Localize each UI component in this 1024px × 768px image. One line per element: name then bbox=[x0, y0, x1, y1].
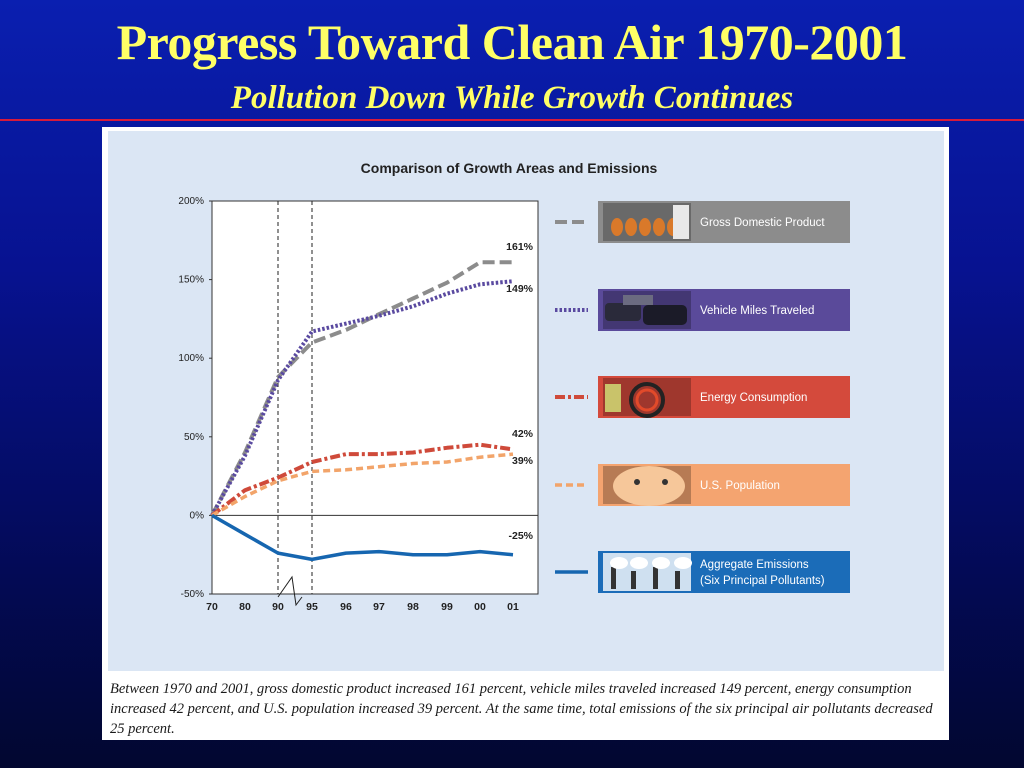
series-line-2 bbox=[210, 279, 514, 517]
smoke-icon bbox=[652, 557, 670, 569]
slide-subtitle: Pollution Down While Growth Continues bbox=[230, 80, 794, 116]
x-tick-label: 96 bbox=[340, 601, 352, 613]
plot-area bbox=[211, 200, 539, 595]
burner-icon bbox=[629, 382, 665, 418]
x-tick-label: 99 bbox=[441, 601, 453, 613]
axis-break-squiggle bbox=[277, 575, 303, 607]
x-tick-label: 95 bbox=[306, 601, 318, 613]
burner-icon bbox=[635, 388, 659, 412]
x-tick-label: 00 bbox=[474, 601, 486, 613]
smokestack-icon bbox=[631, 571, 636, 589]
bottle-icon bbox=[639, 218, 651, 236]
legend-label: Vehicle Miles Traveled bbox=[700, 305, 814, 317]
y-tick-label: 100% bbox=[178, 353, 204, 364]
car-icon bbox=[605, 303, 641, 321]
legend-label-line2: (Six Principal Pollutants) bbox=[700, 575, 825, 587]
legend-label: Aggregate Emissions bbox=[700, 559, 809, 571]
legend-label: U.S. Population bbox=[700, 480, 780, 492]
bottle-icon bbox=[625, 218, 637, 236]
series-line-1 bbox=[210, 260, 513, 517]
smoke-icon bbox=[630, 557, 648, 569]
x-tick-label: 01 bbox=[507, 601, 519, 613]
bottle-icon bbox=[611, 218, 623, 236]
eye-icon bbox=[634, 479, 640, 485]
slide-title: Progress Toward Clean Air 1970-2001 bbox=[116, 14, 908, 70]
towel-icon bbox=[605, 384, 621, 412]
legend-box bbox=[598, 201, 850, 243]
series-end-label: 149% bbox=[506, 283, 534, 295]
eye-icon bbox=[662, 479, 668, 485]
series-end-label: 161% bbox=[506, 241, 534, 253]
series-line-4 bbox=[211, 452, 514, 517]
y-tick-label: 150% bbox=[178, 275, 204, 286]
bottle-icon bbox=[653, 218, 665, 236]
title-rule bbox=[0, 119, 1024, 121]
smokestack-icon bbox=[611, 567, 616, 589]
chart-svg: Comparison of Growth Areas and Emissions… bbox=[178, 160, 850, 613]
legend-label: Energy Consumption bbox=[700, 392, 807, 404]
hand-icon bbox=[673, 205, 689, 239]
y-tick-label: 200% bbox=[178, 196, 204, 207]
smokestack-icon bbox=[675, 571, 680, 589]
car-icon bbox=[643, 305, 687, 325]
y-tick-label: -50% bbox=[181, 589, 204, 600]
y-tick-label: 50% bbox=[184, 432, 204, 443]
series-line-5 bbox=[211, 513, 514, 562]
legend-box bbox=[598, 376, 850, 418]
smokestack-icon bbox=[653, 567, 658, 589]
legend-label: Gross Domestic Product bbox=[700, 217, 825, 229]
series-end-label: 39% bbox=[512, 455, 534, 467]
face-icon bbox=[613, 466, 685, 506]
smoke-icon bbox=[610, 557, 628, 569]
x-tick-label: 80 bbox=[239, 601, 251, 613]
series-line-3 bbox=[210, 442, 514, 517]
x-tick-label: 90 bbox=[272, 601, 284, 613]
series-end-label: -25% bbox=[508, 530, 533, 542]
chart-title: Comparison of Growth Areas and Emissions bbox=[361, 160, 658, 176]
series-end-label: 42% bbox=[512, 428, 534, 440]
x-tick-label: 70 bbox=[206, 601, 218, 613]
chart-caption: Between 1970 and 2001, gross domestic pr… bbox=[110, 681, 933, 737]
smoke-icon bbox=[674, 557, 692, 569]
chart-panel: Comparison of Growth Areas and Emissions… bbox=[102, 127, 949, 740]
y-tick-label: 0% bbox=[190, 510, 205, 521]
car-icon bbox=[623, 295, 653, 305]
x-tick-label: 97 bbox=[373, 601, 385, 613]
x-tick-label: 98 bbox=[407, 601, 419, 613]
